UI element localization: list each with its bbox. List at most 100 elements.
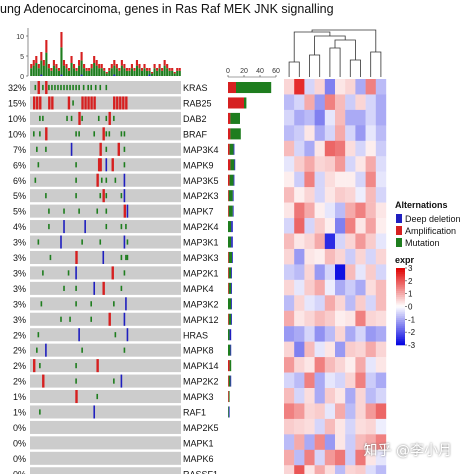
- gene-count-bar-mut: [228, 375, 231, 387]
- heatmap-cell: [284, 218, 295, 234]
- row-background-hras: [30, 328, 181, 342]
- alteration-mutation: [126, 239, 129, 245]
- heatmap-cell: [284, 187, 295, 203]
- alteration-mutation: [114, 177, 117, 183]
- alteration-amplification: [96, 359, 99, 373]
- heatmap-cell: [365, 403, 376, 420]
- alteration-amplification: [99, 158, 102, 172]
- heatmap-cell: [284, 388, 295, 404]
- gene-label-mapk12: MAPK12: [183, 315, 219, 325]
- row-percent-mapk6: 0%: [13, 454, 26, 464]
- alteration-mutation: [36, 347, 38, 353]
- heatmap-cell: [375, 357, 387, 373]
- top-count-bar-mut: [93, 63, 96, 76]
- heatmap-cell: [314, 279, 325, 296]
- heatmap-cell: [345, 403, 356, 420]
- gene-count-bar-amp: [228, 128, 231, 140]
- alteration-mutation: [78, 84, 80, 91]
- gene-label-mapk14: MAPK14: [183, 361, 219, 371]
- heatmap-cell: [355, 418, 366, 435]
- heatmap-cell: [324, 357, 336, 373]
- gene-count-bar-mut: [228, 190, 233, 202]
- alteration-mutation: [105, 193, 108, 199]
- top-count-bar-mut: [52, 65, 55, 76]
- heatmap-cell: [375, 125, 387, 141]
- row-background-map3k3: [30, 250, 181, 264]
- heatmap-cell: [294, 248, 305, 265]
- top-count-bar-del: [80, 74, 83, 76]
- gene-count-bar-mut: [228, 205, 233, 217]
- alteration-amplification: [45, 81, 48, 95]
- heatmap-cell: [284, 449, 295, 466]
- heatmap-cell: [335, 171, 346, 188]
- gene-count-bar-mut: [228, 329, 230, 341]
- gene-label-mapk7: MAPK7: [183, 207, 214, 217]
- alteration-mutation: [75, 162, 77, 168]
- heatmap-cell: [355, 295, 366, 311]
- alteration-mutation: [81, 347, 83, 353]
- heatmap-cell: [304, 156, 315, 172]
- heatmap-cell: [314, 326, 325, 342]
- top-count-bar-mut: [37, 68, 40, 76]
- top-count-bar-mut: [133, 70, 136, 76]
- heatmap-cell: [294, 388, 305, 404]
- gene-label-map3k5: MAP3K5: [183, 176, 219, 186]
- alteration-deep-deletion: [78, 328, 80, 342]
- top-count-bar-amp: [100, 64, 103, 69]
- gene-count-bar-amp: [228, 267, 229, 279]
- heatmap-cell: [294, 233, 305, 250]
- heatmap-cell: [294, 140, 305, 157]
- heatmap-cell: [345, 218, 356, 234]
- expr-legend-gradient: [396, 294, 405, 298]
- alteration-mutation: [75, 378, 77, 384]
- heatmap-cell: [324, 434, 336, 450]
- alteration-amplification: [122, 96, 125, 110]
- alteration-mutation: [60, 84, 62, 91]
- gene-count-bar-del: [233, 174, 235, 186]
- heatmap-cell: [375, 156, 387, 172]
- top-count-bar-amp: [72, 64, 76, 69]
- alteration-deep-deletion: [123, 235, 126, 249]
- heatmap-cell: [355, 357, 366, 373]
- gene-count-bar-del: [232, 205, 234, 217]
- heatmap-cell: [284, 171, 295, 188]
- alteration-amplification: [111, 158, 114, 172]
- heatmap-cell: [294, 341, 305, 358]
- heatmap-cell: [294, 125, 305, 141]
- alteration-mutation: [72, 100, 74, 106]
- top-count-bar-amp: [178, 68, 181, 71]
- heatmap-cell: [324, 233, 336, 250]
- top-count-bar-mut: [125, 70, 128, 76]
- top-count-bar-mut: [138, 68, 141, 76]
- alteration-amplification: [113, 96, 116, 110]
- alteration-amplification: [116, 96, 119, 110]
- heatmap-cell: [345, 156, 356, 172]
- top-count-bar-amp: [151, 72, 154, 74]
- heatmap-cell: [304, 171, 315, 188]
- alteration-amplification: [90, 96, 93, 110]
- alteration-mutation: [78, 208, 80, 214]
- gene-count-bar-amp: [228, 159, 231, 171]
- gene-count-bar-del: [232, 190, 234, 202]
- heatmap-cell: [345, 94, 356, 111]
- gene-count-bar-del: [229, 329, 232, 341]
- expr-legend-gradient: [396, 335, 405, 338]
- heatmap-cell: [304, 341, 315, 358]
- heatmap-cell: [345, 357, 356, 373]
- top-count-bar-mut: [118, 70, 121, 76]
- row-percent-map2k3: 5%: [13, 191, 26, 201]
- heatmap-cell: [335, 403, 346, 420]
- gene-count-bar-mut: [230, 128, 241, 140]
- heatmap-cell: [365, 418, 376, 435]
- alteration-mutation: [39, 363, 41, 369]
- top-count-bar-amp: [153, 64, 156, 69]
- gene-label-kras: KRAS: [183, 83, 208, 93]
- heatmap-cell: [335, 218, 346, 234]
- heatmap-cell: [304, 465, 315, 474]
- heatmap-cell: [294, 171, 305, 188]
- expr-legend-gradient: [396, 323, 405, 327]
- heatmap-cell: [375, 434, 387, 450]
- alteration-deep-deletion: [105, 158, 108, 172]
- gene-label-mapk6: MAPK6: [183, 454, 214, 464]
- heatmap-cell: [335, 341, 346, 358]
